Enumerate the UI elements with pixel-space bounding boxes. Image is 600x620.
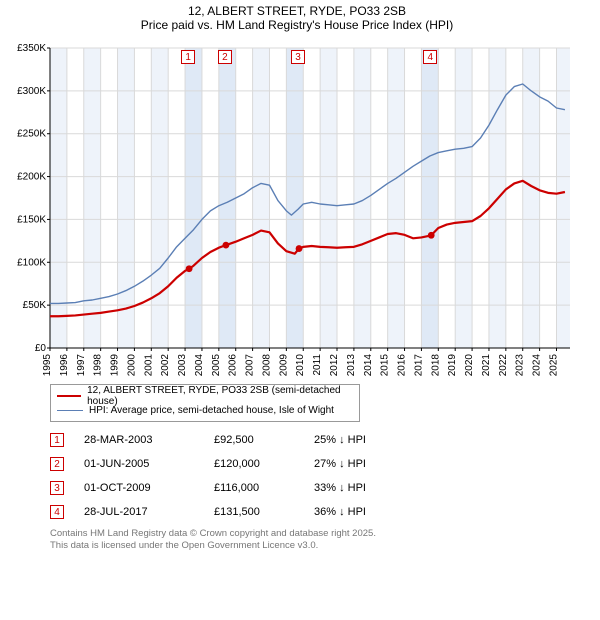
legend-item-1: HPI: Average price, semi-detached house,… (57, 403, 353, 417)
title-line-2: Price paid vs. HM Land Registry's House … (4, 18, 590, 32)
svg-text:2002: 2002 (160, 354, 171, 377)
chart-marker-3: 3 (291, 50, 305, 64)
chart-marker-1: 1 (181, 50, 195, 64)
tx-price: £131,500 (214, 506, 294, 518)
svg-text:2012: 2012 (329, 354, 340, 377)
table-row: 3 01-OCT-2009 £116,000 33% ↓ HPI (50, 476, 590, 500)
tx-delta: 36% ↓ HPI (314, 506, 366, 518)
svg-text:2003: 2003 (177, 354, 188, 377)
attribution: Contains HM Land Registry data © Crown c… (50, 528, 590, 552)
tx-index: 2 (50, 457, 64, 471)
svg-text:1996: 1996 (59, 354, 70, 377)
svg-text:£350K: £350K (17, 43, 46, 54)
tx-date: 01-OCT-2009 (84, 482, 194, 494)
price-chart: £0 £50K £100K £150K £200K £250K £300K £350K 1995… (4, 38, 584, 378)
svg-text:2005: 2005 (211, 354, 222, 377)
table-row: 1 28-MAR-2003 £92,500 25% ↓ HPI (50, 428, 590, 452)
chart-title: 12, ALBERT STREET, RYDE, PO33 2SB Price … (4, 4, 590, 32)
attribution-line-2: This data is licensed under the Open Gov… (50, 540, 590, 552)
svg-text:2019: 2019 (447, 354, 458, 377)
svg-text:2016: 2016 (397, 354, 408, 377)
tx-index: 4 (50, 505, 64, 519)
svg-text:2000: 2000 (126, 354, 137, 377)
tx-date: 01-JUN-2005 (84, 458, 194, 470)
table-row: 4 28-JUL-2017 £131,500 36% ↓ HPI (50, 500, 590, 524)
svg-text:£300K: £300K (17, 86, 46, 97)
legend-swatch (57, 410, 83, 411)
svg-text:2023: 2023 (515, 354, 526, 377)
tx-delta: 27% ↓ HPI (314, 458, 366, 470)
svg-text:2022: 2022 (498, 354, 509, 377)
svg-text:2024: 2024 (532, 354, 543, 377)
tx-index: 3 (50, 481, 64, 495)
transactions-table: 1 28-MAR-2003 £92,500 25% ↓ HPI 2 01-JUN-2005… (50, 428, 590, 524)
legend-swatch (57, 395, 81, 397)
legend-item-0: 12, ALBERT STREET, RYDE, PO33 2SB (semi-… (57, 389, 353, 403)
title-line-1: 12, ALBERT STREET, RYDE, PO33 2SB (4, 4, 590, 18)
svg-text:2015: 2015 (380, 354, 391, 377)
tx-date: 28-MAR-2003 (84, 434, 194, 446)
tx-index: 1 (50, 433, 64, 447)
tx-date: 28-JUL-2017 (84, 506, 194, 518)
svg-text:£250K: £250K (17, 129, 46, 140)
svg-text:£150K: £150K (17, 214, 46, 225)
svg-text:2004: 2004 (194, 354, 205, 377)
svg-text:£50K: £50K (23, 300, 47, 311)
tx-price: £120,000 (214, 458, 294, 470)
svg-text:2013: 2013 (346, 354, 357, 377)
chart-svg: £0 £50K £100K £150K £200K £250K £300K £350K 1995… (4, 38, 584, 378)
attribution-line-1: Contains HM Land Registry data © Crown c… (50, 528, 590, 540)
table-row: 2 01-JUN-2005 £120,000 27% ↓ HPI (50, 452, 590, 476)
svg-text:£0: £0 (35, 343, 47, 354)
svg-text:2011: 2011 (312, 354, 323, 376)
svg-text:£200K: £200K (17, 172, 46, 183)
legend: 12, ALBERT STREET, RYDE, PO33 2SB (semi-… (50, 384, 360, 422)
svg-text:2014: 2014 (363, 354, 374, 377)
chart-marker-4: 4 (423, 50, 437, 64)
tx-price: £92,500 (214, 434, 294, 446)
legend-label: HPI: Average price, semi-detached house,… (89, 405, 334, 416)
chart-marker-2: 2 (218, 50, 232, 64)
svg-text:2025: 2025 (548, 354, 559, 377)
svg-text:2008: 2008 (261, 354, 272, 377)
svg-text:2021: 2021 (481, 354, 492, 377)
svg-text:2007: 2007 (245, 354, 256, 377)
svg-text:2020: 2020 (464, 354, 475, 377)
svg-text:1995: 1995 (42, 354, 53, 377)
svg-text:2017: 2017 (413, 354, 424, 377)
tx-price: £116,000 (214, 482, 294, 494)
svg-text:2010: 2010 (295, 354, 306, 377)
tx-delta: 33% ↓ HPI (314, 482, 366, 494)
svg-text:2006: 2006 (228, 354, 239, 377)
svg-text:2001: 2001 (143, 354, 154, 377)
svg-text:1999: 1999 (110, 354, 121, 377)
tx-delta: 25% ↓ HPI (314, 434, 366, 446)
svg-text:2009: 2009 (278, 354, 289, 377)
svg-text:1998: 1998 (93, 354, 104, 377)
svg-text:1997: 1997 (76, 354, 87, 377)
svg-text:2018: 2018 (430, 354, 441, 377)
svg-text:£100K: £100K (17, 257, 46, 268)
